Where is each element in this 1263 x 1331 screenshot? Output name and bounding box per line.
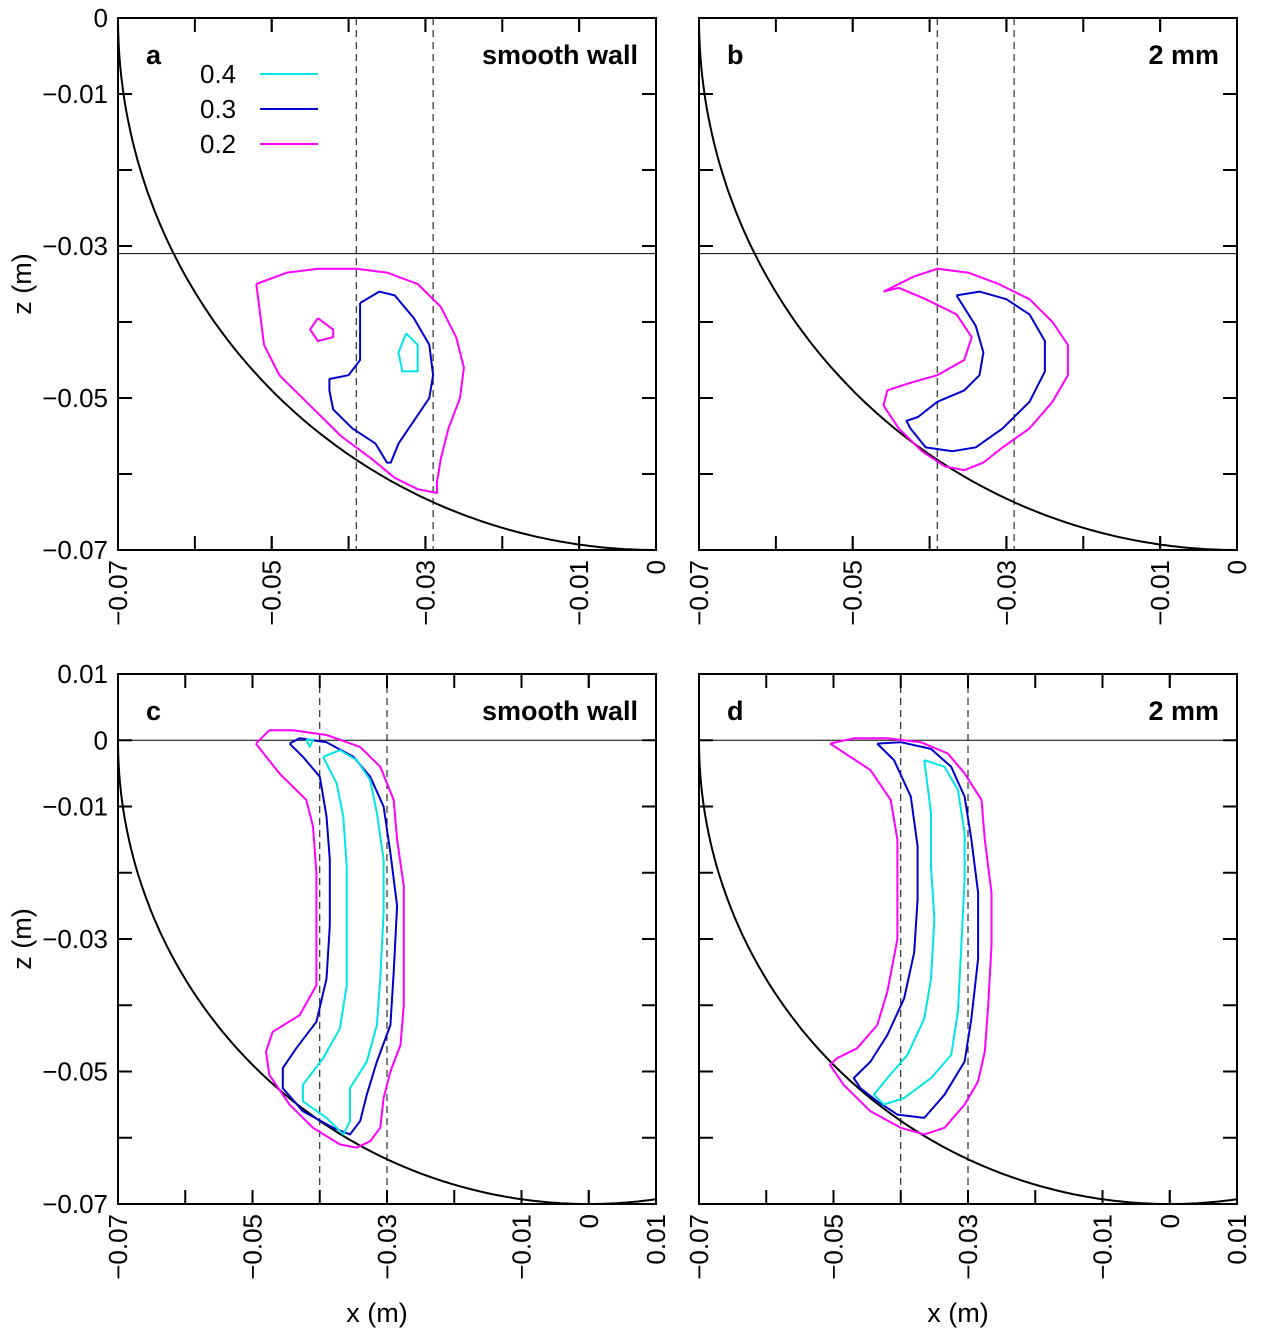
- panel-a-legend-label: 0.2: [200, 129, 236, 159]
- panel-c-panel-letter: c: [146, 696, 161, 726]
- panel-c-x-tick-label: −0.01: [507, 1214, 537, 1280]
- panel-a-x-tick-label: −0.03: [410, 560, 440, 626]
- panel-b-panel-title: 2 mm: [1148, 40, 1219, 70]
- panel-c-wall-curve: [118, 740, 656, 1204]
- panel-c-x-tick-label: 0: [574, 1214, 604, 1228]
- panel-a-y-axis-title: z (m): [7, 253, 37, 314]
- panel-b: −0.07 −0.05 −0.03 −0.01 0 b 2 mm: [684, 17, 1252, 626]
- panel-d-x-tick-label: −0.03: [953, 1214, 983, 1280]
- panel-b-x-tick-label: −0.07: [684, 560, 714, 626]
- panel-c-y-tick-label: 0.01: [57, 659, 108, 689]
- panel-c-plot-area: [118, 674, 656, 1204]
- panel-d-x-tick-label: 0.01: [1222, 1214, 1252, 1265]
- panel-c-contour-04-3: [301, 749, 385, 1136]
- panel-b-frame: [698, 17, 1238, 551]
- panel-d-x-tick-label: −0.07: [684, 1214, 714, 1280]
- panel-a-x-tick-label: −0.05: [257, 560, 287, 626]
- panel-c-y-axis-title: z (m): [7, 908, 37, 969]
- panel-a-contour-02-1: [255, 267, 465, 494]
- panel-d-wall-curve: [699, 740, 1237, 1204]
- panel-b-x-tick-label: −0.03: [991, 560, 1021, 626]
- panel-d-x-tick-label: −0.05: [819, 1214, 849, 1280]
- panel-d-panel-letter: d: [727, 696, 744, 726]
- panel-d-plot-area: [699, 674, 1237, 1204]
- panel-c-contour-02-1: [255, 729, 405, 1149]
- panel-b-x-tick-label: −0.01: [1145, 560, 1175, 626]
- panel-c-contour-04-4: [305, 738, 314, 748]
- panel-c: −0.07 −0.05 −0.03 −0.01 0 0.01 0.01 0 −0.01 −0.03…: [7, 659, 671, 1328]
- panel-c-x-tick-label: −0.03: [372, 1214, 402, 1280]
- panel-a-panel-letter: a: [146, 40, 162, 70]
- panel-b-panel-letter: b: [727, 40, 744, 70]
- panel-a-panel-title: smooth wall: [482, 40, 638, 70]
- panel-a-contour-04-4: [397, 332, 419, 373]
- panel-a-y-tick-label: −0.07: [42, 535, 108, 565]
- panel-b-contour-03-2: [905, 290, 1046, 453]
- panel-a-y-tick-label: −0.05: [42, 383, 108, 413]
- panel-a-x-tick-label: 0: [641, 560, 671, 574]
- panel-b-x-tick-label: 0: [1222, 560, 1252, 574]
- panel-a-y-tick-label: −0.01: [42, 79, 108, 109]
- panel-d-contour-03-2: [852, 741, 980, 1119]
- panel-a-contour-02-2: [309, 317, 335, 342]
- panel-d-panel-title: 2 mm: [1148, 696, 1219, 726]
- panel-b-x-tick-label: −0.05: [838, 560, 868, 626]
- panel-a-y-tick-label: −0.03: [42, 231, 108, 261]
- panel-c-x-axis-title: x (m): [346, 1298, 407, 1328]
- panel-c-contour-03-2: [281, 737, 399, 1136]
- panel-d-x-axis-title: x (m): [927, 1298, 988, 1328]
- panel-a-legend-label: 0.3: [200, 94, 236, 124]
- panel-c-x-tick-label: −0.07: [103, 1214, 133, 1280]
- panel-c-y-tick-label: −0.03: [42, 924, 108, 954]
- panel-a-y-tick-label: 0: [94, 3, 108, 33]
- panel-b-plot-area: [699, 18, 1237, 550]
- panel-a: −0.07 −0.05 −0.03 −0.01 0 0 −0.01 −0.03 −0.05 −0.…: [7, 3, 671, 626]
- panel-c-panel-title: smooth wall: [482, 696, 638, 726]
- panel-b-contour-02-1: [882, 267, 1069, 472]
- panel-a-x-tick-label: −0.07: [103, 560, 133, 626]
- panel-d-x-tick-label: −0.01: [1088, 1214, 1118, 1280]
- panel-a-contour-03-3: [328, 290, 435, 464]
- panel-a-frame: [117, 17, 657, 551]
- panel-c-y-tick-label: 0: [94, 725, 108, 755]
- panel-c-y-tick-label: −0.01: [42, 792, 108, 822]
- panel-a-x-tick-label: −0.01: [564, 560, 594, 626]
- panel-c-x-tick-label: 0.01: [641, 1214, 671, 1265]
- panel-a-legend-label: 0.4: [200, 59, 236, 89]
- panel-d: −0.07 −0.05 −0.03 −0.01 0 0.01 x (m) d 2 mm: [684, 673, 1252, 1328]
- panel-b-wall-curve: [699, 18, 1237, 550]
- panel-d-contour-02-1: [829, 737, 993, 1136]
- panel-c-y-tick-label: −0.07: [42, 1189, 108, 1219]
- panel-d-x-tick-label: 0: [1155, 1214, 1185, 1228]
- panel-d-contour-04-3: [872, 759, 966, 1106]
- panel-c-x-tick-label: −0.05: [238, 1214, 268, 1280]
- panel-c-y-tick-label: −0.05: [42, 1057, 108, 1087]
